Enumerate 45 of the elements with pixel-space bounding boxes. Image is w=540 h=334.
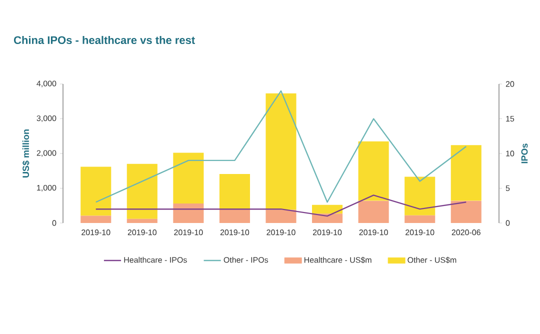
- x-tick-label: 2019-10: [359, 230, 388, 236]
- x-tick-label: 2019-10: [128, 230, 157, 236]
- x-tick-label: 2019-10: [313, 230, 342, 236]
- y2-tick-label: 10: [506, 150, 514, 156]
- bar: [173, 204, 204, 223]
- bar: [173, 152, 204, 204]
- legend-label: Other - US$m: [408, 256, 456, 264]
- x-tick-label: 2019-10: [406, 230, 434, 236]
- y2-tick-label: 15: [506, 116, 514, 122]
- bar: [450, 145, 482, 201]
- x-tick-label: 2019-10: [82, 230, 110, 236]
- y-axis-title: US$ million: [22, 130, 30, 178]
- bar: [404, 176, 436, 216]
- bar: [450, 200, 482, 223]
- bar: [126, 164, 158, 219]
- y2-tick-label: 5: [506, 185, 510, 192]
- line-series: [95, 90, 467, 203]
- x-tick-label: 2019-10: [266, 230, 296, 236]
- bar: [404, 215, 436, 223]
- legend-label: Healthcare - IPOs: [124, 256, 187, 263]
- bar: [219, 209, 250, 223]
- y-tick-label: 2,000: [36, 150, 56, 157]
- bar: [312, 214, 343, 223]
- y-tick-label: 4,000: [36, 80, 56, 88]
- bar: [312, 204, 343, 214]
- x-tick-label: 2019-10: [220, 230, 250, 236]
- legend-label: Other - IPOs: [224, 256, 268, 263]
- bar: [219, 174, 250, 210]
- y2-tick-label: 0: [506, 220, 510, 226]
- y2-tick-label: 20: [506, 81, 514, 87]
- bar: [266, 210, 296, 223]
- x-tick-label: 2019-10: [174, 230, 203, 236]
- legend-label: Healthcare - US$m: [304, 256, 372, 264]
- x-tick-label: 2020-06: [452, 230, 480, 236]
- bar: [126, 218, 158, 223]
- bar: [358, 141, 389, 201]
- y-tick-label: 3,000: [36, 115, 56, 122]
- y-tick-label: 0: [52, 220, 56, 226]
- bar: [80, 166, 112, 216]
- y-tick-label: 1,000: [37, 184, 56, 192]
- y2-axis-title: IPOs: [521, 144, 528, 164]
- bar: [266, 93, 296, 210]
- chart-title: China IPOs - healthcare vs the rest: [14, 36, 195, 44]
- bar: [80, 216, 112, 223]
- bar: [358, 200, 389, 223]
